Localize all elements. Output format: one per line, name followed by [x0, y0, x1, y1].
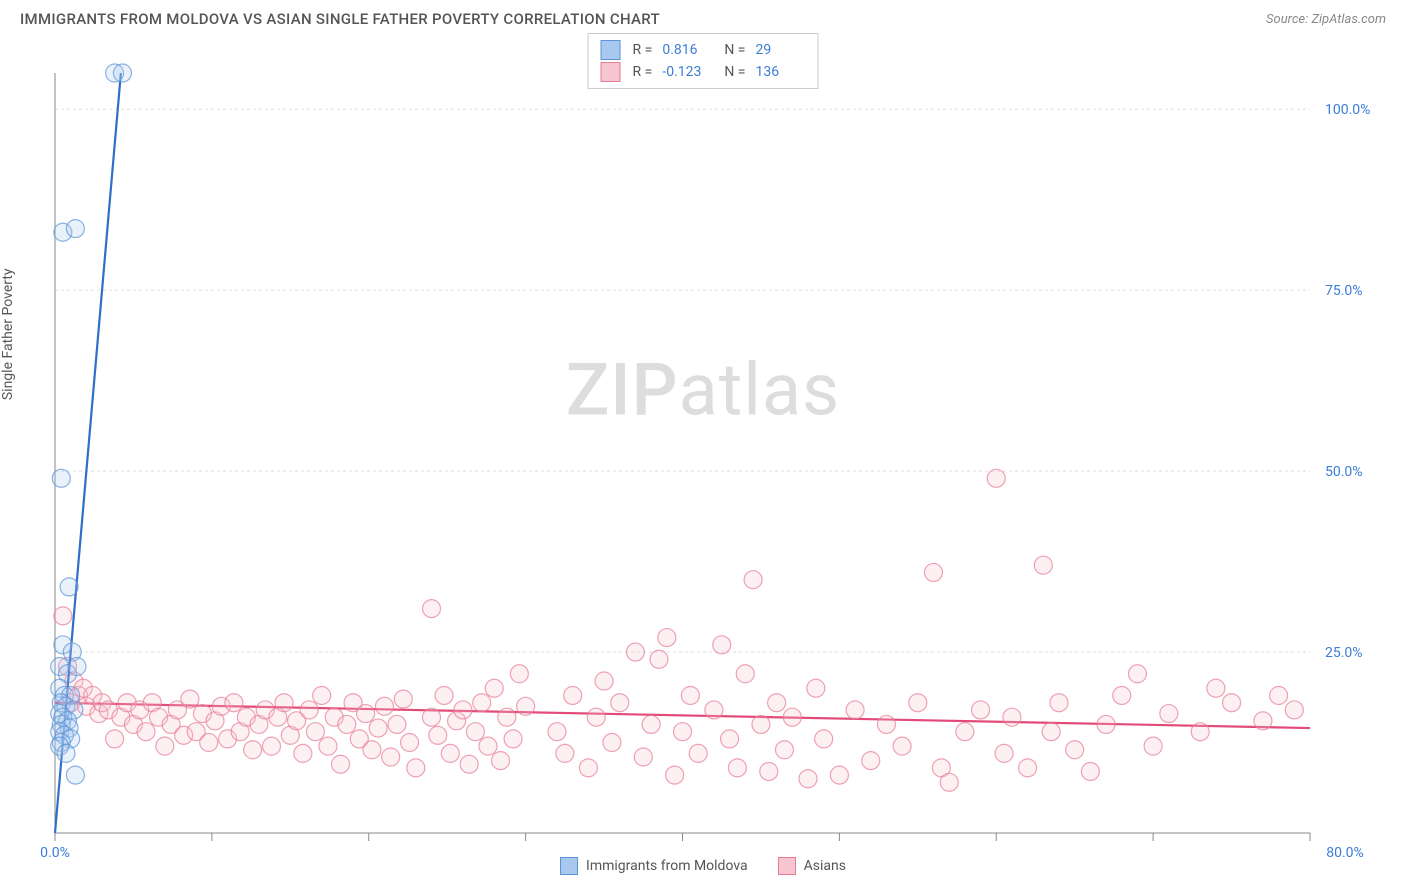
legend-R-label: R = [633, 42, 653, 58]
legend-swatch-series-2 [778, 857, 796, 875]
legend-N-value: 29 [755, 42, 805, 58]
legend-swatch-series-1 [601, 40, 621, 60]
svg-text:25.0%: 25.0% [1325, 645, 1363, 661]
legend-N-value: 136 [755, 64, 805, 80]
legend-series-label: Asians [804, 858, 846, 874]
chart-title: IMMIGRANTS FROM MOLDOVA VS ASIAN SINGLE … [20, 10, 660, 28]
legend-series-item: Asians [778, 857, 846, 875]
svg-text:100.0%: 100.0% [1325, 102, 1370, 118]
legend-swatch-series-1 [560, 857, 578, 875]
legend-N-label: N = [724, 42, 745, 58]
legend-stats-row: R = 0.816 N = 29 [601, 40, 806, 60]
legend-series-item: Immigrants from Moldova [560, 857, 748, 875]
legend-R-label: R = [633, 64, 653, 80]
legend-stats-box: R = 0.816 N = 29 R = -0.123 N = 136 [588, 33, 819, 89]
y-axis-label: Single Father Poverty [0, 268, 16, 400]
legend-swatch-series-2 [601, 62, 621, 82]
legend-series-label: Immigrants from Moldova [586, 858, 748, 874]
scatter-plot: 25.0% 50.0% 75.0% 100.0% 0.0% 80.0% [0, 33, 1406, 883]
header-bar: IMMIGRANTS FROM MOLDOVA VS ASIAN SINGLE … [0, 0, 1406, 33]
legend-N-label: N = [724, 64, 745, 80]
svg-text:75.0%: 75.0% [1325, 283, 1363, 299]
source-attribution: Source: ZipAtlas.com [1266, 12, 1386, 27]
legend-R-value: -0.123 [662, 64, 712, 80]
legend-R-value: 0.816 [662, 42, 712, 58]
source-name: ZipAtlas.com [1311, 12, 1386, 27]
svg-text:50.0%: 50.0% [1325, 464, 1363, 480]
source-prefix: Source: [1266, 12, 1311, 27]
legend-series-box: Immigrants from Moldova Asians [560, 857, 846, 875]
svg-text:0.0%: 0.0% [40, 845, 70, 861]
legend-stats-row: R = -0.123 N = 136 [601, 62, 806, 82]
svg-text:80.0%: 80.0% [1326, 845, 1364, 861]
chart-container: Single Father Poverty ZIPatlas 25.0%50.0… [0, 33, 1406, 883]
